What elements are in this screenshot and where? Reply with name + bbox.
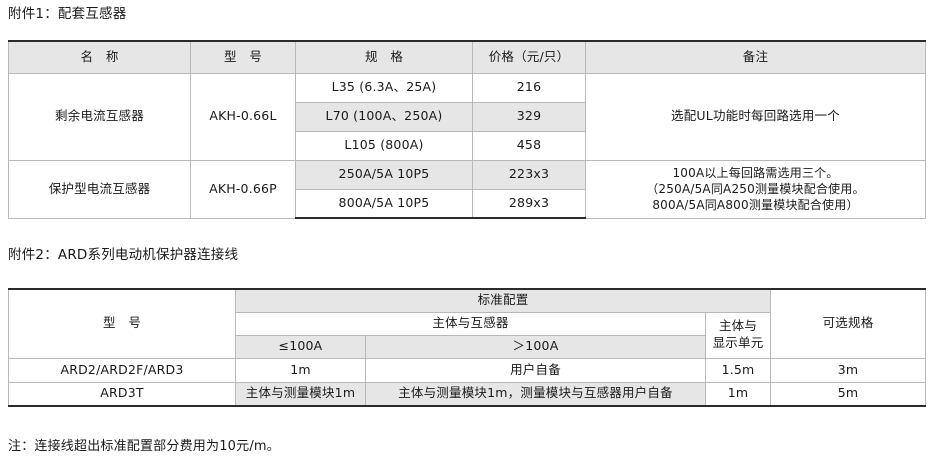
transformer-price-table: 名 称 型 号 规 格 价格（元/只） 备注 剩余电流互感器 AKH-0.66L… bbox=[8, 40, 926, 219]
col-header-model: 型 号 bbox=[8, 288, 236, 359]
table-header-row: 名 称 型 号 规 格 价格（元/只） 备注 bbox=[8, 40, 926, 74]
col-header-body-and-ct: 主体与互感器 bbox=[235, 311, 706, 336]
cell-gt-100a: 主体与测量模块1m，测量模块与互感器用户自备 bbox=[365, 381, 706, 407]
cell-spec: L35 (6.3A、25A) bbox=[295, 72, 473, 103]
cell-spec: L105 (800A) bbox=[295, 130, 473, 161]
cell-optional: 3m bbox=[770, 357, 926, 383]
cell-product-name: 剩余电流互感器 bbox=[8, 72, 191, 161]
col-header-le-100a: ≤100A bbox=[235, 334, 366, 359]
col-header-remark: 备注 bbox=[585, 40, 926, 74]
cell-product-model: AKH-0.66L bbox=[190, 72, 296, 161]
cell-display-unit: 1.5m bbox=[705, 357, 771, 383]
cell-product-name: 保护型电流互感器 bbox=[8, 159, 191, 219]
cell-spec: 800A/5A 10P5 bbox=[295, 188, 473, 219]
attachment-1-caption: 附件1：配套互感器 bbox=[8, 6, 127, 22]
remark-line-3: 800A/5A同A800测量模块配合使用） bbox=[652, 198, 859, 213]
table-header-row-2: 主体与互感器 主体与 显示单元 bbox=[9, 311, 926, 359]
cell-optional: 5m bbox=[770, 381, 926, 407]
remark-line-1: 100A以上每回路需选用三个。 bbox=[672, 165, 839, 180]
display-unit-line-1: 主体与 bbox=[718, 318, 758, 334]
cell-price: 216 bbox=[472, 72, 586, 103]
cell-remark: 选配UL功能时每回路选用一个 bbox=[585, 72, 926, 161]
display-unit-line-2: 显示单元 bbox=[712, 335, 764, 350]
cell-model: ARD3T bbox=[8, 381, 236, 407]
remark-line-2: （250A/5A同A250测量模块配合使用。 bbox=[646, 181, 865, 196]
cell-price: 458 bbox=[472, 130, 586, 161]
table-row: 保护型电流互感器 AKH-0.66P 250A/5A 10P5 223x3 10… bbox=[8, 159, 926, 219]
footnote: 注：连接线超出标准配置部分费用为10元/m。 bbox=[8, 439, 280, 454]
cell-remark: 100A以上每回路需选用三个。 （250A/5A同A250测量模块配合使用。 8… bbox=[585, 159, 926, 219]
col-header-price: 价格（元/只） bbox=[472, 40, 586, 74]
col-header-name: 名 称 bbox=[8, 40, 191, 74]
cell-model: ARD2/ARD2F/ARD3 bbox=[8, 357, 236, 383]
table-row: 剩余电流互感器 AKH-0.66L L35 (6.3A、25A) 216 选配U… bbox=[8, 72, 926, 161]
table-header-row-1: 型 号 标准配置 可选规格 bbox=[8, 288, 926, 359]
table-row: L70 (100A、250A) 329 bbox=[9, 101, 926, 132]
col-header-optional: 可选规格 bbox=[770, 288, 926, 359]
cell-product-model: AKH-0.66P bbox=[190, 159, 296, 219]
cell-price: 289x3 bbox=[472, 188, 586, 219]
cell-price: 329 bbox=[472, 101, 586, 132]
col-header-gt-100a: ＞100A bbox=[365, 334, 706, 359]
cell-spec: L70 (100A、250A) bbox=[295, 101, 473, 132]
table-header-row-3: ≤100A ＞100A bbox=[9, 334, 926, 359]
col-header-display-unit: 主体与 显示单元 bbox=[705, 311, 771, 359]
table-row: ARD2/ARD2F/ARD3 1m 用户自备 1.5m 3m bbox=[8, 357, 926, 383]
cable-spec-table: 型 号 标准配置 可选规格 主体与互感器 主体与 显示单元 ≤100A ＞100… bbox=[8, 288, 926, 407]
cell-spec: 250A/5A 10P5 bbox=[295, 159, 473, 190]
cell-price: 223x3 bbox=[472, 159, 586, 190]
col-header-spec: 规 格 bbox=[295, 40, 473, 74]
attachment-2-caption: 附件2：ARD系列电动机保护器连接线 bbox=[8, 247, 239, 263]
cell-le-100a: 主体与测量模块1m bbox=[235, 381, 366, 407]
col-header-standard-config: 标准配置 bbox=[235, 288, 771, 313]
table-row: ARD3T 主体与测量模块1m 主体与测量模块1m，测量模块与互感器用户自备 1… bbox=[8, 381, 926, 407]
cell-gt-100a: 用户自备 bbox=[365, 357, 706, 383]
cell-le-100a: 1m bbox=[235, 357, 366, 383]
cell-display-unit: 1m bbox=[705, 381, 771, 407]
col-header-model: 型 号 bbox=[190, 40, 296, 74]
table-row: 800A/5A 10P5 289x3 bbox=[9, 188, 926, 219]
